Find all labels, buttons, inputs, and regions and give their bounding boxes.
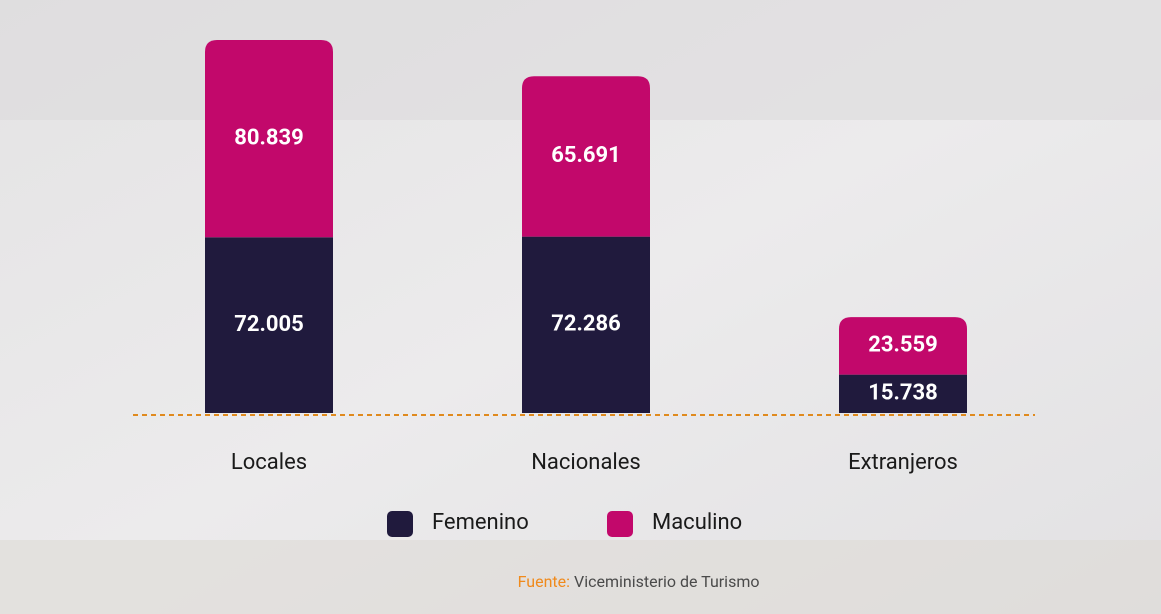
value-label: 72.286 — [551, 312, 621, 337]
value-label: 23.559 — [868, 333, 938, 358]
legend-swatch — [387, 511, 413, 537]
chart: 72.005 80.839 Locales 72.286 65.691 Nacionale… — [0, 0, 1161, 614]
value-label: 72.005 — [234, 312, 304, 337]
x-tick-label: Locales — [231, 450, 307, 475]
legend-label: Maculino — [652, 510, 742, 535]
source: Viceministerio de Turismo — [574, 572, 759, 591]
legend-label: Femenino — [432, 510, 529, 535]
value-label: 65.691 — [551, 143, 621, 168]
source-label: Fuente: — [518, 572, 570, 591]
legend-swatch — [607, 511, 633, 537]
x-tick-label: Extranjeros — [848, 450, 958, 475]
value-label: 15.738 — [868, 381, 938, 406]
value-label: 80.839 — [234, 125, 304, 150]
x-tick-label: Nacionales — [531, 450, 641, 475]
